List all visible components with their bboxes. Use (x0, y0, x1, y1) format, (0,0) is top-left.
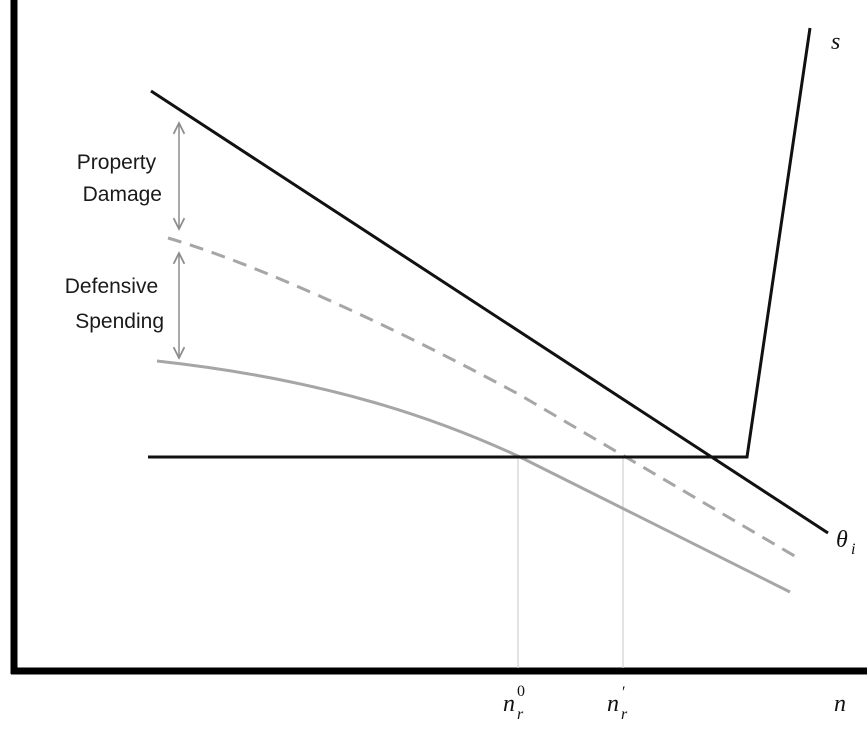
svg-text:i: i (851, 541, 855, 558)
svg-text:n: n (503, 691, 515, 717)
supply-curve-label: s (831, 29, 840, 55)
private-curve (156, 359, 791, 594)
svg-text:θ: θ (836, 527, 848, 553)
svg-text:n: n (607, 691, 619, 717)
svg-text:r: r (621, 706, 628, 723)
theta-i-label: θ i (836, 527, 855, 558)
svg-text:r: r (517, 706, 524, 723)
svg-text:0: 0 (517, 683, 525, 700)
x-axis-label: n (834, 691, 846, 717)
n-r-prime-label: n r ′ (607, 684, 628, 723)
supply-curve (148, 27, 812, 459)
theta-i-line (150, 89, 829, 535)
property-damage-label: Property Damage (77, 151, 162, 206)
n-r-zero-label: n r 0 (503, 683, 525, 723)
svg-text:′: ′ (622, 684, 626, 701)
defensive-spending-label: Defensive Spending (65, 275, 164, 333)
dashed-curve (167, 236, 799, 560)
